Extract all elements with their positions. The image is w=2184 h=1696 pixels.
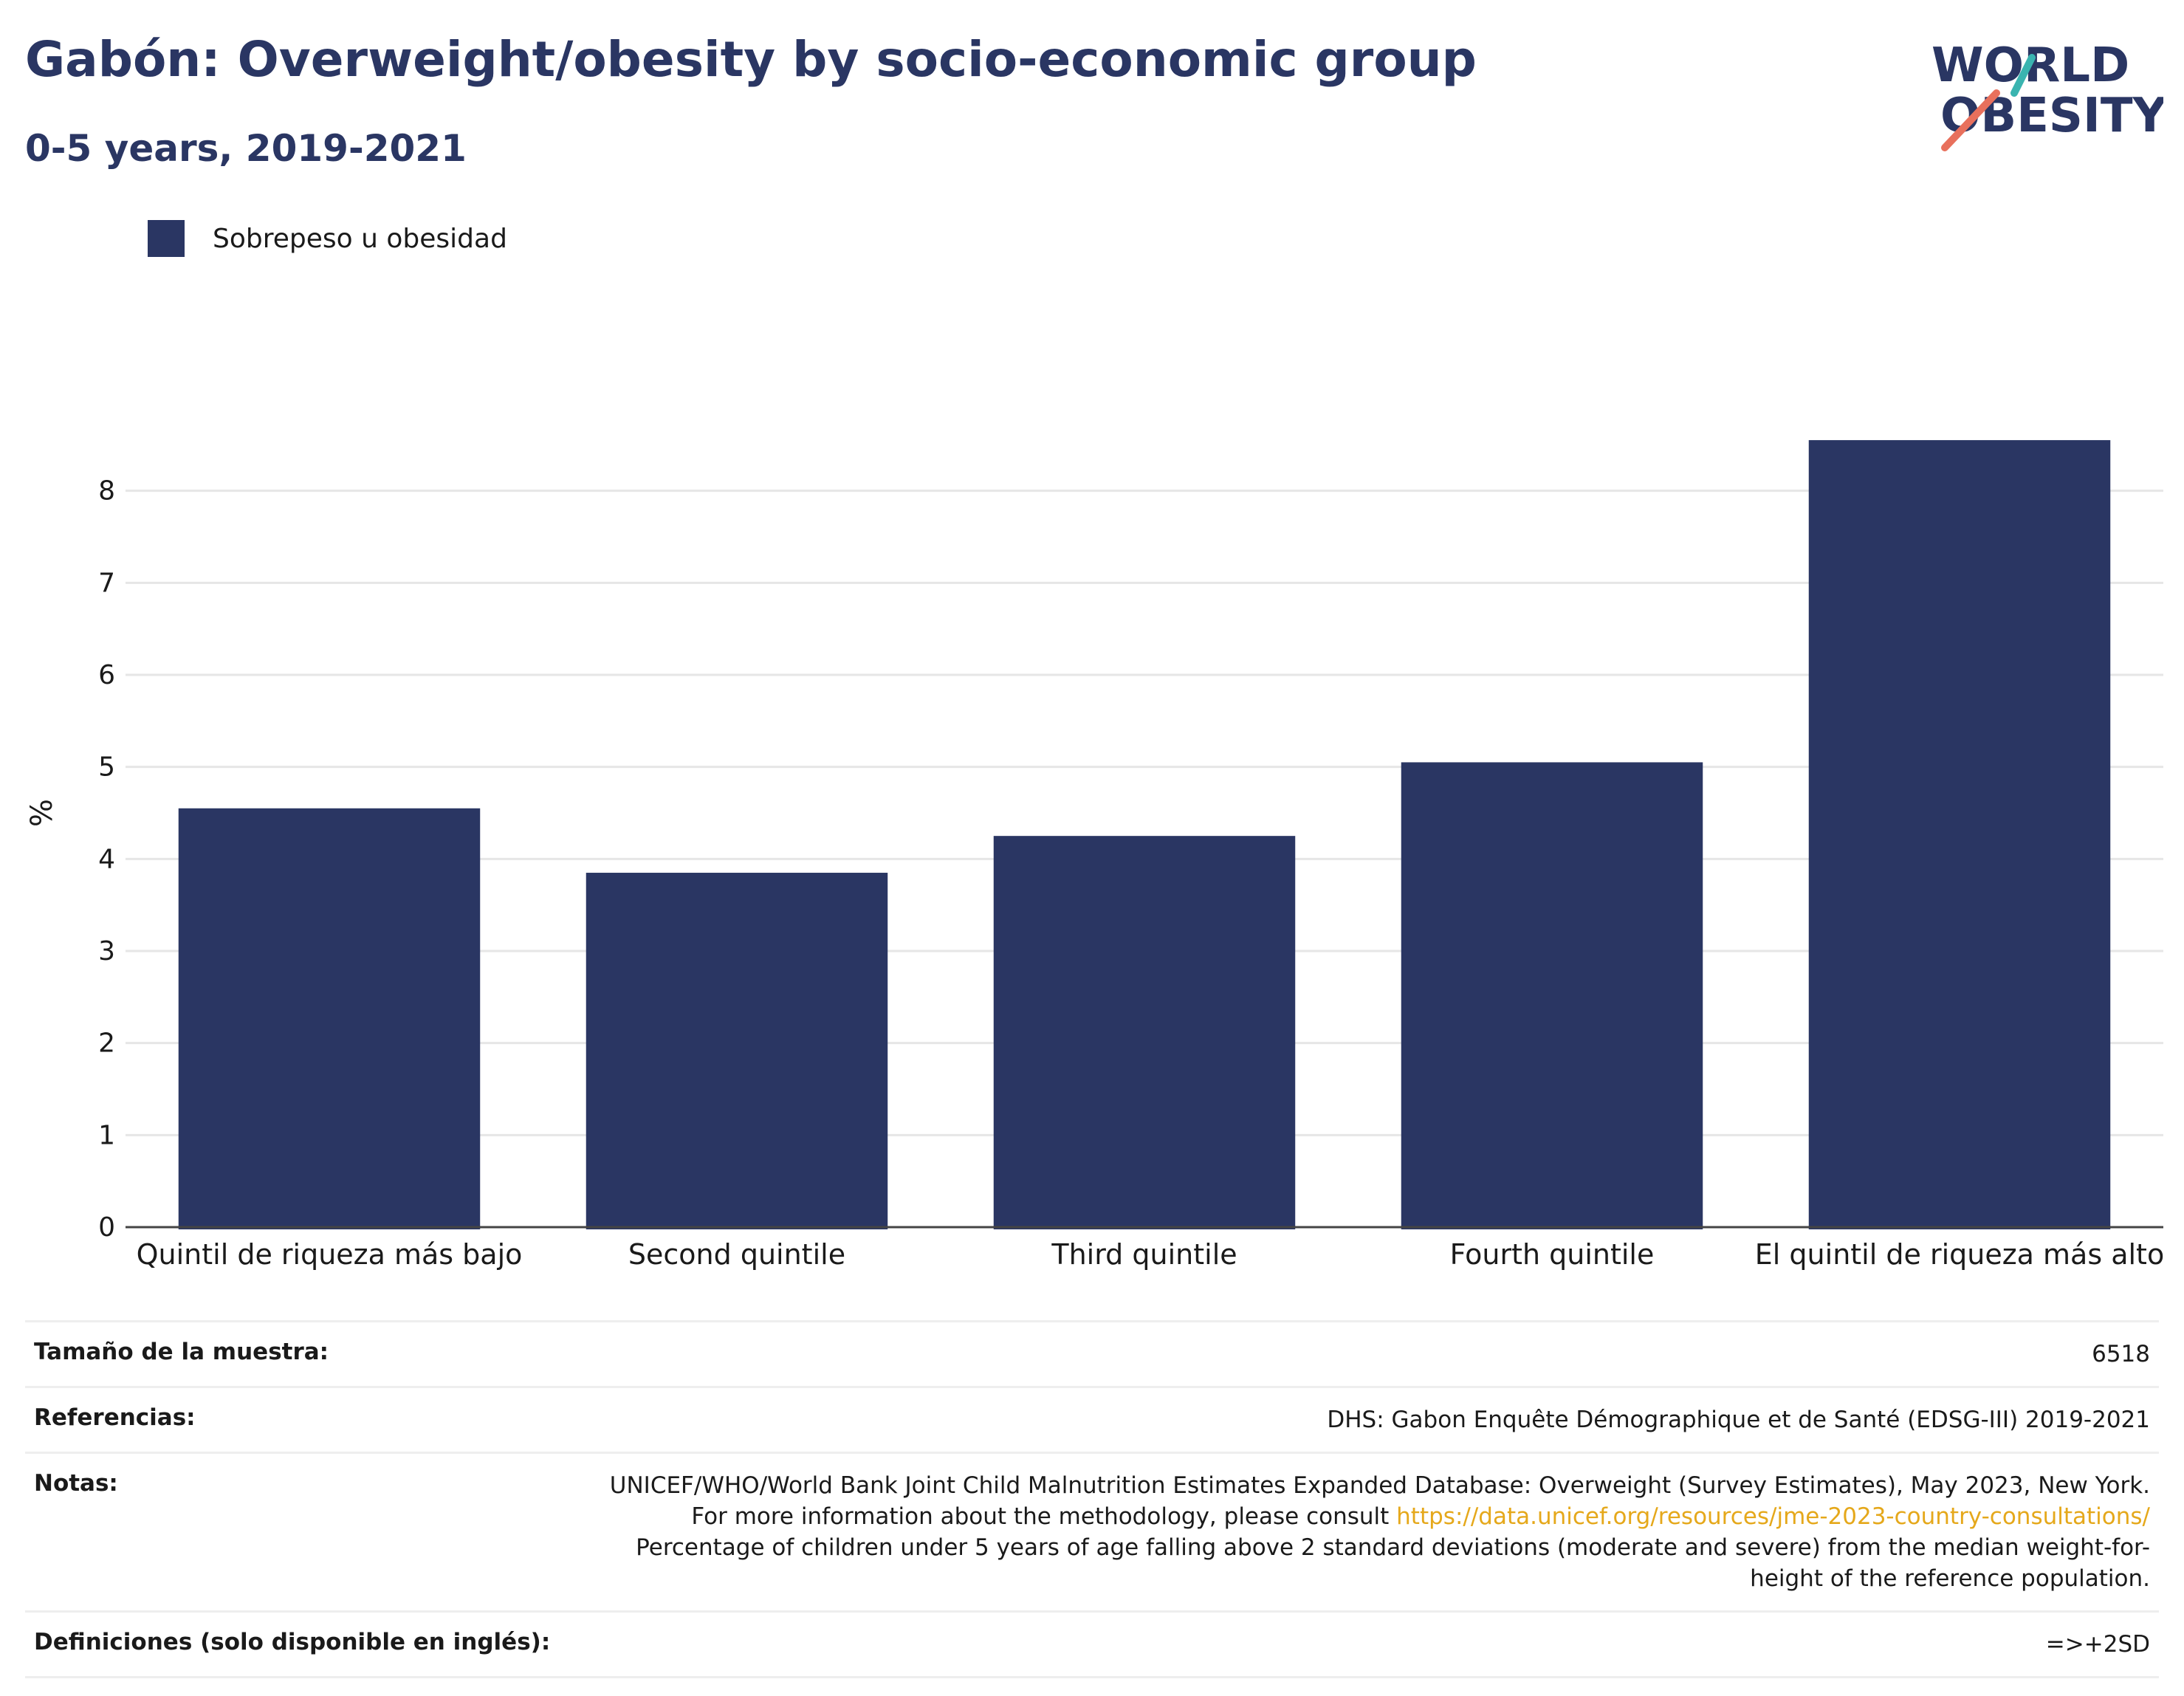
y-tick-label: 3 xyxy=(98,936,115,967)
notes-row: Notas: UNICEF/WHO/World Bank Joint Child… xyxy=(25,1452,2159,1610)
bar xyxy=(1401,762,1703,1229)
bar xyxy=(178,808,481,1229)
x-tick-label: El quintil de riqueza más alto xyxy=(1755,1238,2164,1271)
y-tick-label: 2 xyxy=(98,1029,115,1059)
x-tick-label: Third quintile xyxy=(1051,1238,1237,1271)
notes-text-1: UNICEF/WHO/World Bank Joint Child Malnut… xyxy=(609,1472,2150,1530)
chart-subtitle: 0-5 years, 2019-2021 xyxy=(25,127,467,170)
sample-row: Tamaño de la muestra: 6518 xyxy=(25,1320,2159,1386)
legend-swatch xyxy=(148,220,185,257)
x-tick-label: Second quintile xyxy=(628,1238,845,1271)
notes-label: Notas: xyxy=(34,1470,118,1497)
y-tick-label: 0 xyxy=(98,1212,115,1243)
y-tick-label: 5 xyxy=(98,752,115,783)
notes-table: Tamaño de la muestra: 6518 Referencias: … xyxy=(25,1320,2159,1678)
chart-title: Gabón: Overweight/obesity by socio-econo… xyxy=(25,31,1477,88)
y-tick-label: 7 xyxy=(98,568,115,598)
references-label: Referencias: xyxy=(34,1404,196,1431)
bar-chart: 0 1 2 3 4 5 6 7 8% Quintil de riqueza más bajo Sec… xyxy=(25,440,2164,1271)
sample-label: Tamaño de la muestra: xyxy=(34,1339,329,1365)
methodology-link[interactable]: https://data.unicef.org/resources/jme-20… xyxy=(1396,1503,2150,1530)
legend: Sobrepeso u obesidad xyxy=(148,220,507,257)
logo-slash-teal xyxy=(2010,54,2036,97)
notes-value: UNICEF/WHO/World Bank Joint Child Malnut… xyxy=(585,1470,2150,1594)
bar xyxy=(586,873,888,1229)
legend-label: Sobrepeso u obesidad xyxy=(213,223,507,254)
y-tick-label: 8 xyxy=(98,476,115,507)
definitions-label: Definiciones (solo disponible en inglés)… xyxy=(34,1629,551,1655)
y-tick-label: 4 xyxy=(98,844,115,874)
x-tick-label: Fourth quintile xyxy=(1450,1238,1655,1271)
references-row: Referencias: DHS: Gabon Enquête Démograp… xyxy=(25,1386,2159,1452)
references-value: DHS: Gabon Enquête Démographique et de S… xyxy=(1327,1407,2150,1433)
x-tick-label: Quintil de riqueza más bajo xyxy=(137,1238,523,1271)
bar xyxy=(993,836,1296,1229)
logo-slash-coral xyxy=(1941,89,2000,151)
definitions-value: =>+2SD xyxy=(2045,1631,2150,1658)
y-axis-label: % xyxy=(25,799,59,827)
y-tick-label: 1 xyxy=(98,1120,115,1150)
sample-value: 6518 xyxy=(2092,1341,2150,1367)
notes-text-2: Percentage of children under 5 years of … xyxy=(636,1534,2150,1592)
bar xyxy=(1808,440,2111,1229)
definitions-row: Definiciones (solo disponible en inglés)… xyxy=(25,1610,2159,1678)
world-obesity-logo: WORLD OBESITY xyxy=(1931,38,2163,151)
y-tick-label: 6 xyxy=(98,660,115,690)
